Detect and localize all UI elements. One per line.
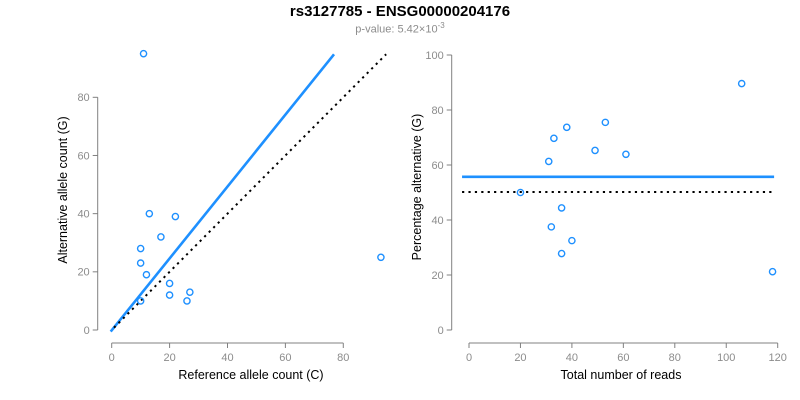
data-point (737, 79, 746, 88)
y-axis-title: Percentage alternative (G) (410, 114, 424, 261)
data-point (622, 150, 630, 159)
x-tick-label: 60 (279, 352, 291, 364)
data-point (601, 118, 610, 127)
allele-count-scatter: 0 20 40 60 80 0 20 40 60 80 Reference allele count… (56, 49, 387, 382)
x-tick-label: 20 (514, 352, 526, 364)
percentage-scatter: 0 20 40 60 80 100 0 20 40 60 80 100 120 Total number … (410, 50, 787, 382)
x-axis-title: Reference allele count (C) (178, 368, 323, 382)
page-title: rs3127785 - ENSG00000204176 (289, 3, 511, 20)
data-point (136, 244, 145, 253)
x-tick-label: 40 (566, 352, 578, 364)
y-tick-label: 60 (77, 150, 89, 162)
data-point (165, 291, 174, 299)
p-value-exponent: -3 (437, 21, 445, 30)
data-point (557, 249, 566, 258)
y-tick-label: 0 (84, 325, 90, 337)
y-tick-label: 80 (77, 92, 89, 104)
x-tick-label: 100 (717, 352, 735, 364)
x-tick-label: 0 (466, 352, 472, 364)
data-point (568, 236, 576, 245)
data-point (171, 212, 180, 221)
x-tick-label: 0 (109, 352, 115, 364)
y-tick-label: 60 (431, 160, 443, 172)
data-point (377, 253, 385, 262)
data-point (186, 288, 194, 296)
y-axis-title: Alternative allele count (G) (56, 116, 70, 263)
data-point (550, 134, 558, 143)
x-tick-label: 80 (669, 352, 681, 364)
x-axis-title: Total number of reads (561, 368, 682, 382)
p-value-text: p-value: 5.42×10 (355, 23, 438, 36)
identity-line (113, 53, 387, 329)
data-point (768, 267, 777, 276)
data-point (136, 259, 145, 267)
p-value-subtitle: p-value: 5.42×10-3 (0, 21, 800, 36)
x-tick-label: 80 (337, 352, 349, 364)
x-tick-label: 40 (221, 352, 233, 364)
x-tick-label: 20 (163, 352, 175, 364)
x-tick-label: 120 (769, 352, 787, 364)
y-tick-label: 40 (431, 215, 443, 227)
data-point (516, 188, 525, 197)
data-point (591, 146, 599, 155)
data-point (136, 297, 145, 305)
data-point (183, 297, 191, 305)
data-point (157, 233, 165, 241)
fit-line (109, 53, 336, 333)
data-point (557, 204, 566, 212)
y-tick-label: 40 (77, 208, 89, 220)
data-point (562, 123, 571, 132)
y-tick-label: 100 (425, 50, 443, 62)
y-tick-label: 20 (77, 267, 89, 279)
x-tick-label: 60 (617, 352, 629, 364)
data-point (139, 49, 148, 58)
data-point (547, 223, 556, 231)
y-tick-label: 0 (438, 325, 444, 337)
data-point (142, 270, 151, 279)
data-point (145, 209, 154, 218)
y-tick-label: 80 (431, 105, 443, 117)
y-tick-label: 20 (431, 270, 443, 282)
data-point (544, 157, 553, 166)
data-point (165, 279, 174, 288)
